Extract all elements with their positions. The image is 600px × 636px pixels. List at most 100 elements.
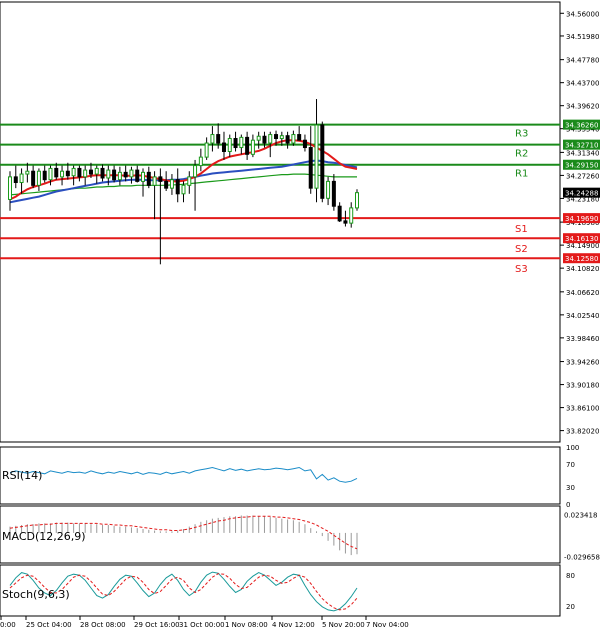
candle-bull [279,135,284,140]
price-tick-label: 34.56000 [566,10,599,18]
time-tick-label: 25 Oct 04:00 [26,621,72,629]
price-tick-label: 33.98460 [566,335,599,343]
candle-bull [129,169,134,178]
level-price-box [563,119,600,130]
candle-bear [331,180,336,207]
level-name-r3: R3 [515,129,528,140]
candle-bull [204,142,209,158]
candle-bull [210,134,215,144]
candle-bear [216,134,221,144]
price-tick-label: 34.31340 [566,149,599,157]
candle-bear [274,134,279,140]
candle-bear [13,176,18,184]
candle-bear [221,142,226,152]
macd-label: MACD(12,26,9) [2,530,86,543]
candle-bull [193,165,198,178]
candle-bull [36,170,41,186]
stoch-tick-label: 80 [566,572,575,580]
level-name-r2: R2 [515,149,528,160]
candle-bull [141,171,146,182]
candle-bull [256,135,261,141]
time-tick-label: 7 Nov 04:00 [366,621,409,629]
rsi-tick-label: 70 [566,461,575,469]
level-price-box [563,253,600,264]
price-tick-label: 34.23180 [566,195,599,203]
main-panel-frame [0,1,561,443]
rsi-tick-label: 30 [566,484,575,492]
price-tick-label: 34.27260 [566,172,599,180]
candle-bear [54,167,59,178]
candle-bull [326,180,331,199]
candle-bear [175,179,180,195]
level-price-label: 34.16130 [565,235,598,243]
time-tick-label: 1 Nov 08:00 [225,621,268,629]
level-price-label: 34.36260 [565,122,598,130]
candle-bull [355,192,359,209]
candle-bull [268,134,273,144]
candle-bull [239,136,244,149]
price-tick-label: 33.86100 [566,405,599,413]
ma-blue-line [9,159,358,204]
price-tick-label: 34.51980 [566,33,599,41]
candle-bear [302,139,307,149]
price-tick-label: 34.06620 [566,289,599,297]
level-price-label: 34.32710 [565,142,598,150]
candle-bull [48,167,53,181]
level-name-s2: S2 [515,244,528,255]
candle-bear [233,138,238,149]
candle-bull [117,171,122,181]
candle-bear [285,135,290,144]
level-price-box [563,159,600,170]
candle-bull [8,176,12,200]
price-tick-label: 33.94260 [566,359,599,367]
time-tick-label: 29 Oct 16:00 [134,621,180,629]
price-tick-label: 34.10820 [566,265,599,273]
price-tick-label: 34.39620 [566,103,599,111]
time-tick-label: 31 Oct 00:00 [179,621,225,629]
stoch-tick-label: 20 [566,603,575,611]
rsi-tick-label: 0 [566,501,570,509]
candle-bull [94,167,99,175]
candle-bull [60,170,65,178]
level-name-r1: R1 [515,169,528,180]
candle-bear [337,205,342,222]
price-tick-label: 34.18980 [566,219,599,227]
level-price-label: 34.29150 [565,162,598,170]
time-tick-label: 5 Nov 20:00 [322,621,365,629]
candle-bear [100,167,105,179]
candle-bear [320,124,325,199]
candle-bear [343,220,348,224]
candle-bull [106,169,111,179]
candle-bull [349,207,354,224]
candle-bull [314,124,319,189]
candle-bear [112,169,117,181]
level-name-s3: S3 [515,264,528,275]
candle-bear [308,147,313,189]
candle-bear [88,169,93,175]
level-price-label: 34.19690 [565,215,598,223]
level-price-box [563,213,600,224]
candle-bear [65,170,70,177]
candle-bull [291,134,296,144]
candle-bear [245,136,250,155]
candle-bear [135,169,140,182]
price-tick-label: 34.14900 [566,242,599,250]
candle-bear [42,170,47,181]
candle-bear [164,180,169,189]
rsi-tick-label: 100 [566,444,579,452]
candle-bear [31,170,36,186]
candle-bull [187,176,192,186]
candle-bull [25,170,30,175]
level-price-box [563,233,600,244]
candle-bull [181,184,186,195]
stoch-d-line [9,573,358,611]
price-tick-label: 34.47780 [566,57,599,65]
level-price-box [563,139,600,150]
candle-bull [152,176,157,186]
level-price-label: 34.12580 [565,255,598,263]
candle-bear [158,176,163,182]
level-name-s1: S1 [515,224,528,235]
candle-bear [297,134,302,141]
stoch-panel-frame [0,564,561,617]
